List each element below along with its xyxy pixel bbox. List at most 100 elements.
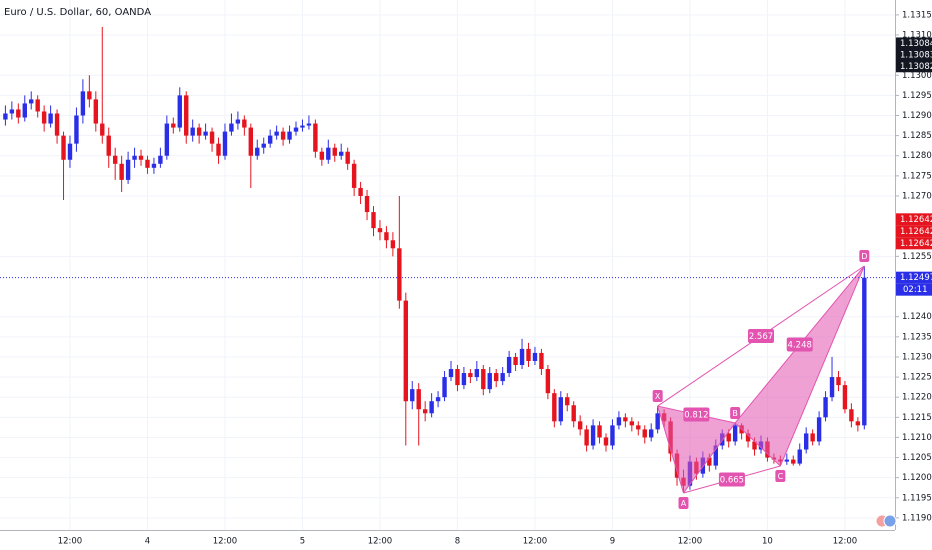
pattern-point-badge	[678, 496, 689, 509]
candle-body	[184, 95, 189, 136]
candle-body	[590, 425, 596, 446]
candle-body	[138, 155, 144, 160]
price-marker-label: 1.12642	[900, 215, 932, 225]
candle-body	[816, 417, 822, 442]
candle-body	[145, 159, 150, 168]
candle-body	[61, 135, 66, 160]
y-tick-label: 1.12900	[902, 111, 932, 121]
candle-body	[371, 212, 376, 229]
x-tick-label: 12:00	[523, 537, 548, 547]
candle-body	[571, 405, 576, 422]
y-tick-label: 1.12150	[902, 413, 932, 423]
candle-body	[707, 457, 712, 466]
candle-body	[300, 125, 305, 128]
ratio-badge	[747, 329, 774, 344]
candle-body	[655, 413, 660, 430]
candle-body	[397, 248, 402, 301]
candle-body	[448, 369, 454, 378]
y-tick-label: 1.11900	[902, 513, 932, 523]
y-tick-label: 1.12250	[902, 373, 932, 383]
pattern-line	[734, 422, 781, 467]
candle-body	[171, 123, 176, 128]
ratio-label: 4.248	[788, 340, 812, 350]
candle-body	[803, 433, 809, 450]
candle-body	[616, 417, 622, 426]
candle-body	[513, 356, 518, 366]
pattern-point-label: C	[778, 472, 784, 481]
candle-body	[293, 127, 299, 132]
pattern-line	[683, 422, 736, 494]
candle-body	[67, 143, 73, 160]
candle-body	[9, 109, 15, 114]
candle-body	[623, 417, 628, 422]
candle-body	[403, 300, 408, 402]
candle-body	[261, 143, 266, 148]
candle-body	[203, 131, 208, 136]
candle-body	[468, 373, 473, 378]
candle-body	[422, 409, 428, 414]
candle-body	[351, 163, 357, 188]
candle-body	[112, 155, 118, 164]
candle-body	[74, 115, 79, 144]
grid	[0, 0, 895, 530]
candle-body	[222, 131, 228, 156]
price-marker	[896, 271, 932, 284]
y-tick-label: 1.12300	[902, 352, 932, 362]
candle-body	[552, 393, 557, 422]
candle-body	[481, 369, 486, 390]
axes: 1.13150 1.13100 1.13000 1.12950 1.12900 1.128…	[58, 10, 932, 547]
x-tick-label: 9	[610, 537, 615, 547]
candle-body	[526, 348, 531, 361]
candle-body	[519, 348, 525, 366]
candle-body	[164, 123, 170, 156]
candle-body	[364, 195, 370, 213]
candle-body	[29, 99, 34, 104]
x-tick-label: 5	[300, 537, 305, 547]
x-tick-label: 12:00	[678, 537, 703, 547]
candle-body	[235, 119, 241, 124]
price-marker	[896, 37, 932, 50]
candle-body	[784, 459, 790, 462]
candle-body	[274, 131, 279, 136]
pattern-point-label: X	[655, 392, 661, 401]
candle-body	[791, 459, 796, 464]
candle-body	[597, 425, 602, 438]
candle-body	[842, 385, 848, 410]
ratio-badge	[683, 407, 710, 422]
candle-body	[100, 123, 105, 136]
ratio-label: 0.812	[684, 411, 708, 421]
candle-body	[390, 240, 396, 249]
candle-body	[558, 397, 563, 422]
candle-body	[125, 159, 131, 180]
y-tick-label: 1.12350	[902, 332, 932, 342]
candle-body	[649, 429, 654, 438]
candle-body	[752, 441, 757, 450]
ratio-badge	[718, 472, 745, 487]
candle-body	[319, 151, 325, 160]
y-tick-label: 1.13100	[902, 31, 932, 41]
candle-body	[487, 373, 492, 390]
candle-body	[532, 352, 538, 361]
candle-body	[313, 123, 318, 152]
y-tick-label: 1.12400	[902, 312, 932, 322]
candle-body	[248, 127, 254, 156]
candle-body	[16, 109, 21, 118]
candle-body	[280, 131, 286, 140]
candle-body	[823, 397, 828, 418]
candle-body	[3, 113, 8, 120]
y-tick-label: 1.12850	[902, 131, 932, 141]
candle-body	[87, 91, 92, 100]
pattern-point-badge	[730, 406, 741, 419]
candle-body	[506, 356, 512, 374]
pattern-line	[657, 405, 684, 494]
candle-body	[429, 401, 434, 414]
ratio-label: 2.567	[749, 332, 773, 342]
y-tick-label: 1.11950	[902, 493, 932, 503]
candle-body	[539, 352, 544, 370]
candle-body	[229, 123, 234, 132]
candle-body	[41, 111, 47, 124]
y-tick-label: 1.12200	[902, 393, 932, 403]
candle-body	[565, 397, 570, 406]
